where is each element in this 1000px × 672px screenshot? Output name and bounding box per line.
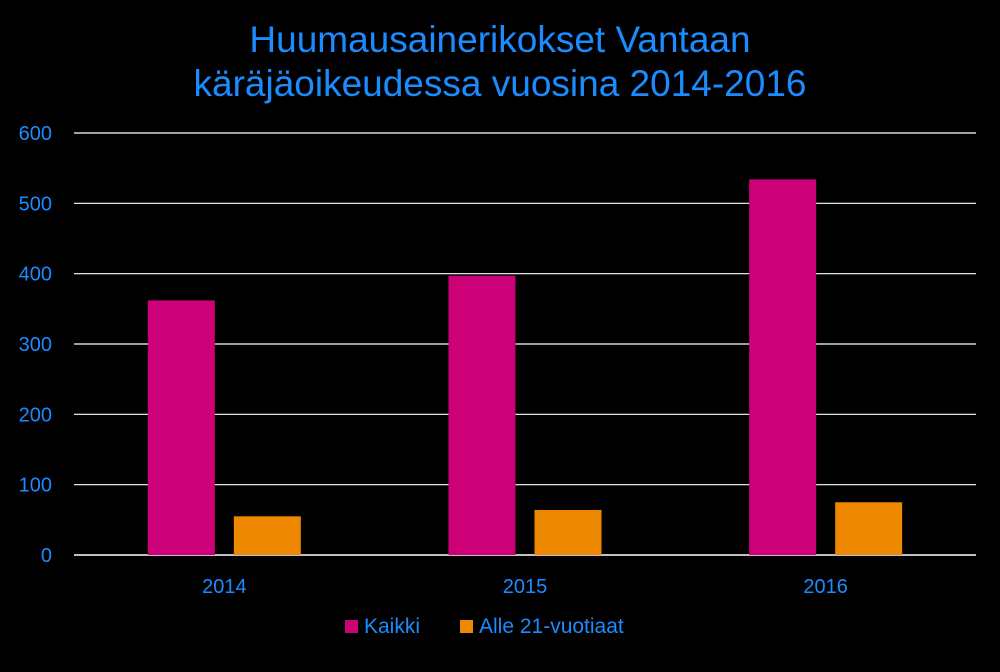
y-tick-label: 400: [19, 264, 52, 286]
gridlines: [74, 132, 976, 556]
x-tick-label: 2016: [803, 576, 848, 598]
bar-2016-series-1: [749, 179, 817, 556]
y-tick-label: 100: [19, 475, 52, 497]
x-axis-tick-labels: 2014 2015 2016: [202, 576, 848, 598]
chart-title-line-2: käräjäoikeudessa vuosina 2014-2016: [194, 63, 807, 104]
bar-2015-series-1: [448, 275, 516, 555]
legend: Kaikki Alle 21-vuotiaat: [345, 615, 624, 638]
bars: [147, 179, 903, 556]
legend-label: Alle 21-vuotiaat: [479, 615, 624, 638]
x-tick-label: 2015: [503, 576, 548, 598]
y-tick-label: 200: [19, 404, 52, 426]
y-tick-label: 600: [19, 123, 52, 145]
y-tick-label: 500: [19, 193, 52, 215]
y-axis-tick-labels: 0 100 200 300 400 500 600: [19, 123, 52, 567]
chart-title: Huumausainerikokset Vantaan käräjäoikeud…: [194, 19, 807, 104]
y-tick-label: 300: [19, 334, 52, 356]
legend-swatch: [345, 620, 358, 633]
legend-label: Kaikki: [364, 615, 420, 638]
chart-title-line-1: Huumausainerikokset Vantaan: [249, 19, 750, 60]
x-tick-label: 2014: [202, 576, 247, 598]
legend-swatch: [460, 620, 473, 633]
y-tick-label: 0: [41, 545, 52, 567]
bar-2014-series-2: [233, 516, 301, 555]
bar-2014-series-1: [147, 300, 215, 555]
bar-2015-series-2: [534, 509, 602, 555]
bar-2016-series-2: [835, 502, 903, 555]
